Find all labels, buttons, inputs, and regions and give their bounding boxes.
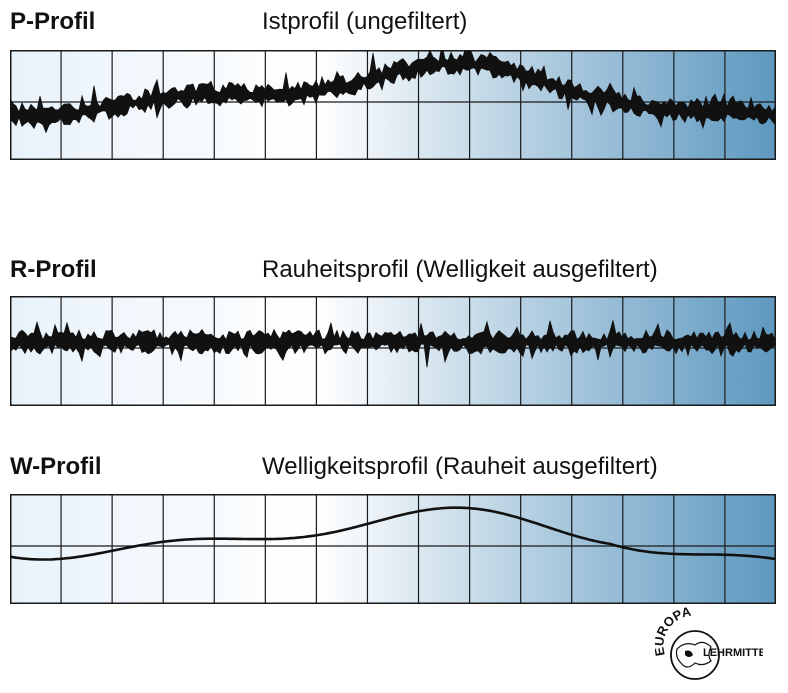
plot-background [10,296,776,406]
profile-trace [10,320,776,368]
profile-trace [10,50,776,134]
profile-plot-w [10,494,776,604]
profile-svg [10,494,776,604]
plot-background [10,494,776,604]
logo-text-bottom: LEHRMITTEL [703,647,763,659]
panel-title: Istprofil (ungefiltert) [262,8,468,35]
profile-svg [10,50,776,160]
panel-title: Welligkeitsprofil (Rauheit ausgefiltert) [262,453,658,480]
panel-code: R-Profil [10,256,97,283]
profile-trace [10,506,776,561]
profile-plot-p [10,50,776,160]
logo-text-top: EUROPA [655,605,693,657]
profile-svg [10,296,776,406]
panel-code: P-Profil [10,8,96,35]
logo-svg: EUROPA LEHRMITTEL [655,605,763,680]
globe-europe-icon [670,630,720,680]
europa-lehrmittel-logo: EUROPA LEHRMITTEL [655,605,763,689]
panel-title: Rauheitsprofil (Welligkeit ausgefiltert) [262,256,658,283]
profile-plot-r [10,296,776,406]
panel-code: W-Profil [10,453,102,480]
plot-frame [10,494,776,604]
